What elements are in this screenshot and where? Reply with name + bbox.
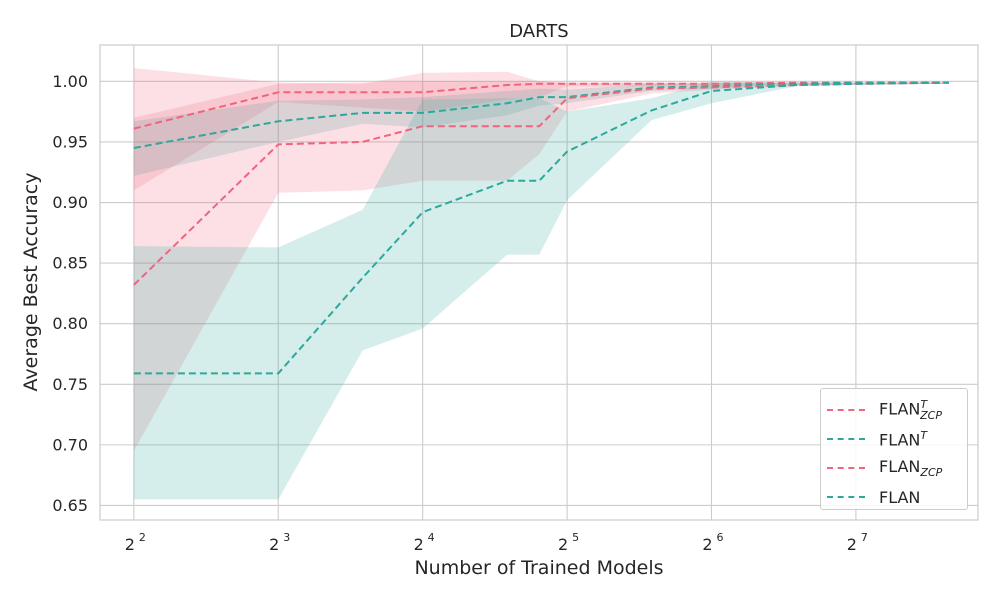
legend-item: FLANT [827, 428, 927, 450]
legend-item: FLANZCP [827, 457, 942, 479]
legend-label: FLANTZCP [879, 398, 942, 422]
legend-swatch [827, 438, 865, 440]
x-tick-label: 2 [125, 535, 135, 554]
x-tick-label: 2 [558, 535, 568, 554]
x-tick-exponent: 6 [716, 531, 723, 544]
y-tick-label: 1.00 [52, 72, 88, 91]
x-tick-label: 2 [847, 535, 857, 554]
band-flan-3 [133, 81, 949, 500]
legend-label: FLANZCP [879, 456, 943, 480]
x-tick-exponent: 7 [861, 531, 868, 544]
plot-frame [99, 44, 979, 521]
series-line-flan-3 [133, 81, 949, 375]
legend: FLANTZCP FLANT FLANZCP FLAN [820, 388, 968, 510]
confidence-bands [133, 68, 949, 500]
y-tick-label: 0.65 [52, 496, 88, 515]
x-tick-exponent: 5 [572, 531, 579, 544]
y-tick-label: 0.70 [52, 435, 88, 454]
band-flan-zcp-2 [133, 68, 949, 451]
series-lines [133, 81, 949, 375]
legend-swatch [827, 496, 865, 498]
legend-item: FLAN [827, 486, 920, 508]
x-axis-label: Number of Trained Models [414, 557, 663, 579]
legend-item: FLANTZCP [827, 398, 942, 422]
legend-swatch [827, 409, 865, 411]
y-tick-label: 0.90 [52, 193, 88, 212]
x-tick-label: 2 [702, 535, 712, 554]
legend-label: FLANT [879, 428, 928, 450]
x-tick-exponent: 3 [283, 531, 290, 544]
y-tick-label: 0.80 [52, 314, 88, 333]
x-tick-exponent: 2 [139, 531, 146, 544]
x-tick-label: 2 [269, 535, 279, 554]
chart-title: DARTS [509, 21, 568, 42]
x-tick-label: 2 [414, 535, 424, 554]
legend-swatch [827, 467, 865, 469]
y-axis-label: Average Best Accuracy [20, 173, 42, 392]
x-tick-exponent: 4 [428, 531, 435, 544]
y-tick-labels: 0.65 0.70 0.75 0.80 0.85 0.90 0.95 1.00 [52, 72, 88, 515]
series-line-flan-t-1 [133, 81, 949, 149]
grid [100, 45, 978, 520]
legend-label: FLAN [879, 487, 921, 507]
y-tick-label: 0.95 [52, 132, 88, 151]
y-tick-label: 0.75 [52, 375, 88, 394]
y-tick-label: 0.85 [52, 254, 88, 273]
band-flan-t-1 [133, 82, 949, 176]
